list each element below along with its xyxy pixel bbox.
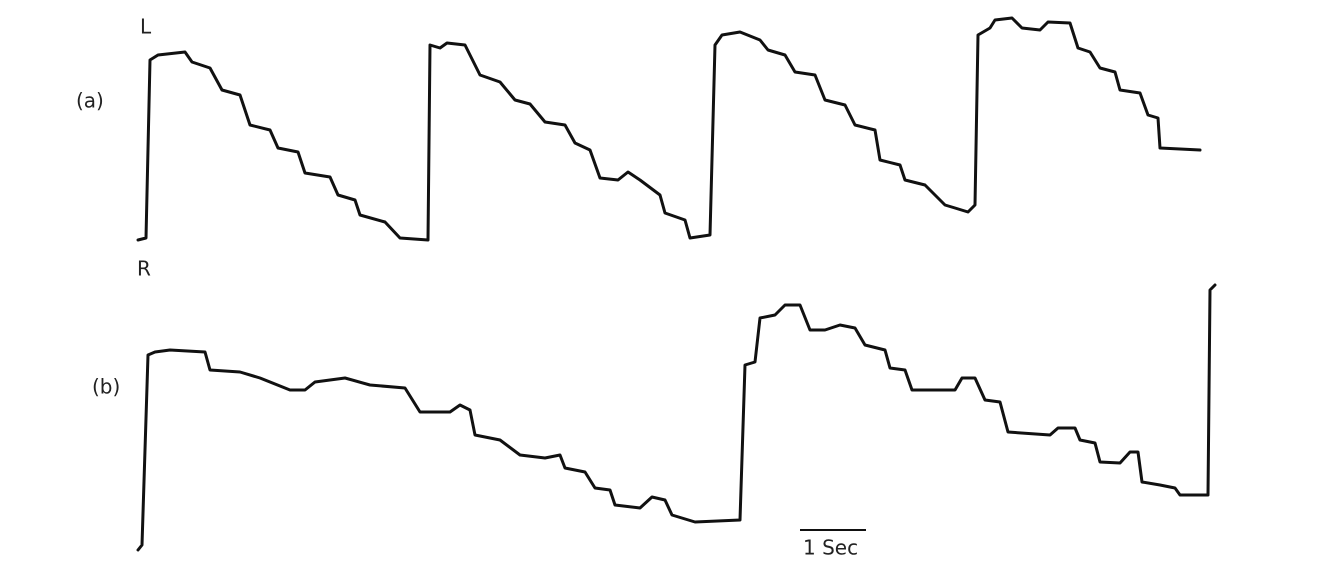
left-label: L (140, 15, 152, 39)
right-label: R (137, 257, 151, 281)
panel-label: (a) (76, 89, 104, 113)
trace-b (136, 283, 1217, 552)
trace-a (136, 16, 1202, 242)
panel-label: (b) (92, 375, 120, 399)
scale-bar-label: 1 Sec (803, 536, 858, 560)
